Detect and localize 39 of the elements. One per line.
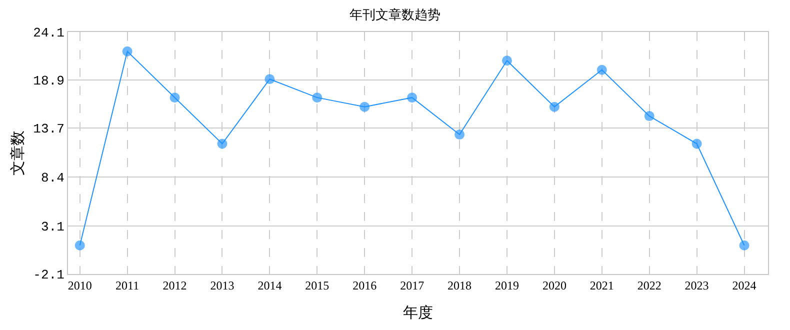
x-tick-label: 2014 xyxy=(258,278,282,292)
point xyxy=(407,92,418,103)
y-axis-title: 文章数 xyxy=(9,130,26,176)
x-tick-label: 2022 xyxy=(637,278,662,292)
y-tick-label: 13.7 xyxy=(33,122,64,137)
point xyxy=(596,64,607,75)
x-tick-label: 2018 xyxy=(448,278,472,292)
point xyxy=(502,56,512,66)
x-tick-label: 2019 xyxy=(494,278,519,292)
point xyxy=(312,92,322,103)
x-tick-label: 2023 xyxy=(684,278,709,292)
x-tick-label: 2013 xyxy=(210,278,234,292)
point xyxy=(549,102,560,112)
x-tick-label: 2015 xyxy=(305,278,330,292)
point xyxy=(692,138,702,149)
x-tick-label: 2011 xyxy=(116,278,140,292)
x-tick-label: 2012 xyxy=(162,278,187,292)
point xyxy=(217,138,228,149)
x-tick-label: 2010 xyxy=(68,278,92,292)
y-tick-label: 8.4 xyxy=(40,170,65,186)
point xyxy=(739,240,750,250)
x-tick-label: 2024 xyxy=(732,278,756,292)
x-tick-label: 2020 xyxy=(542,278,566,292)
point xyxy=(644,111,654,122)
point xyxy=(264,74,275,84)
x-tick-label: 2017 xyxy=(400,278,424,292)
point xyxy=(74,240,85,250)
point xyxy=(360,102,370,112)
y-tick-label: 18.9 xyxy=(33,74,64,89)
chart-title: 年刊文章数趋势 xyxy=(350,7,440,22)
point xyxy=(122,46,132,56)
y-tick-label: 3.1 xyxy=(40,220,65,235)
x-tick-label: 2016 xyxy=(352,278,377,292)
x-axis-title: 年度 xyxy=(403,304,433,322)
x-tick-label: 2021 xyxy=(590,278,614,292)
y-tick-label: -2.1 xyxy=(33,268,65,283)
point xyxy=(454,130,465,140)
y-tick-label: 24.1 xyxy=(33,26,65,41)
point xyxy=(170,92,180,103)
